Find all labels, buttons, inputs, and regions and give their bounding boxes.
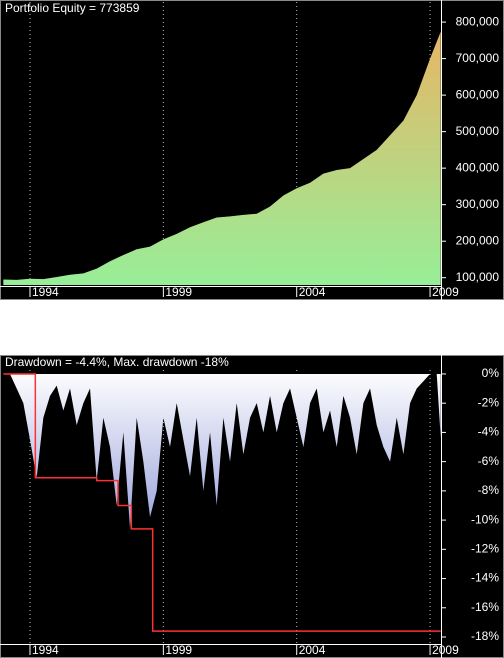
area <box>3 373 441 529</box>
y-tick-label: 600,000 <box>456 87 500 101</box>
x-tick-label: 1999 <box>165 285 192 299</box>
y-tick-label: 300,000 <box>456 197 500 211</box>
y-tick-label: 800,000 <box>456 14 500 28</box>
x-tick-label: 1999 <box>165 643 192 657</box>
y-tick-label: 100,000 <box>456 270 500 284</box>
line <box>3 373 441 632</box>
y-tick-label: 200,000 <box>456 233 500 247</box>
y-tick-label: -10% <box>471 512 499 526</box>
y-tick-label: 400,000 <box>456 160 500 174</box>
y-tick-label: -6% <box>478 454 500 468</box>
y-tick-label: -18% <box>471 629 499 643</box>
y-tick-label: 700,000 <box>456 51 500 65</box>
x-tick-label: 2009 <box>432 285 459 299</box>
y-tick-label: -14% <box>471 571 499 585</box>
y-tick-label: -12% <box>471 541 499 555</box>
y-tick-label: -16% <box>471 600 499 614</box>
y-tick-label: 0% <box>482 366 500 380</box>
y-tick-label: -8% <box>478 483 500 497</box>
y-tick-label: -2% <box>478 395 500 409</box>
x-tick-label: 2004 <box>299 285 326 299</box>
x-tick-label: 2004 <box>299 643 326 657</box>
x-tick-label: 1994 <box>32 285 59 299</box>
chart-title: Portfolio Equity = 773859 <box>5 1 140 15</box>
y-tick-label: -4% <box>478 425 500 439</box>
x-tick-label: 1994 <box>32 643 59 657</box>
area <box>3 31 441 286</box>
chart-title: Drawdown = -4.4%, Max. drawdown -18% <box>5 355 229 369</box>
x-tick-label: 2009 <box>432 643 459 657</box>
y-tick-label: 500,000 <box>456 124 500 138</box>
